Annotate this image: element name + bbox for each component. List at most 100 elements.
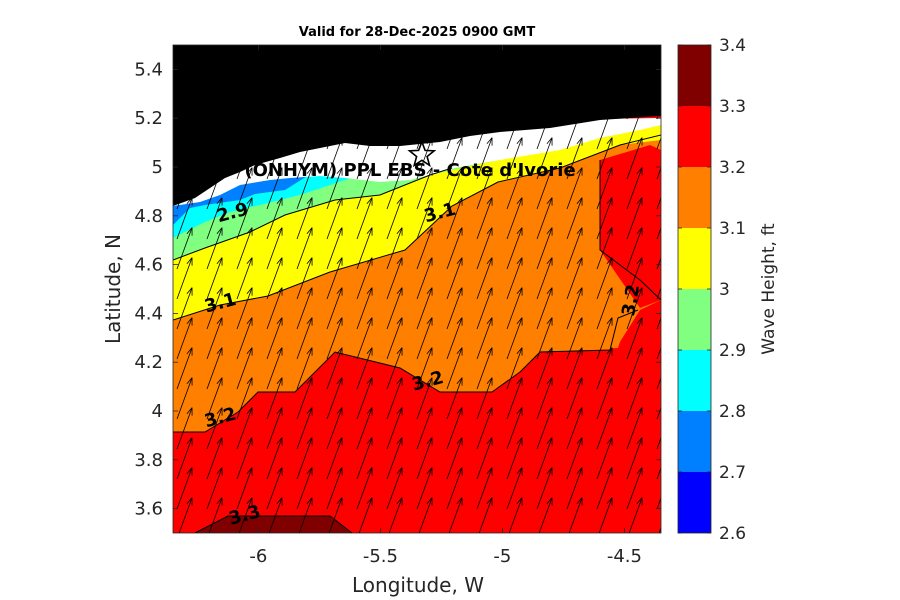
wind-arrow — [566, 257, 583, 300]
wind-arrow-head — [546, 347, 553, 355]
wind-arrow-head — [486, 437, 493, 445]
wind-arrow — [206, 377, 223, 420]
wind-arrow-head — [276, 227, 283, 235]
wind-arrow-head — [486, 227, 493, 235]
wind-arrow — [296, 167, 313, 210]
wind-arrow-head — [276, 197, 283, 205]
wind-arrow — [356, 107, 373, 150]
wind-arrow — [176, 137, 193, 180]
colorbar-segment — [678, 167, 711, 228]
wind-arrow-head — [606, 347, 613, 355]
wind-arrow-head — [576, 377, 583, 385]
wind-arrow-head — [426, 137, 433, 145]
wind-arrow-head — [396, 347, 403, 355]
wind-arrow — [476, 287, 493, 330]
wind-arrow — [206, 407, 223, 450]
wind-arrow — [416, 407, 433, 450]
wind-arrow — [476, 197, 493, 240]
wind-arrow-head — [606, 167, 613, 175]
wind-arrow-head — [516, 107, 523, 115]
wind-arrow — [266, 467, 283, 510]
wind-arrow — [176, 437, 193, 480]
wind-arrow — [266, 107, 283, 150]
wind-arrow — [356, 437, 373, 480]
wind-arrow-head — [336, 257, 343, 265]
wind-arrow-head — [366, 167, 373, 175]
wind-arrow — [448, 497, 463, 533]
wind-arrow-head — [246, 77, 253, 85]
wind-arrow — [236, 377, 253, 420]
wind-arrow-head — [546, 107, 553, 115]
wind-arrow — [236, 467, 253, 510]
wind-arrow — [538, 497, 553, 533]
wind-arrow-head — [336, 497, 343, 505]
wind-arrow-head — [516, 167, 523, 175]
wind-arrow-head — [336, 227, 343, 235]
wind-arrow-head — [516, 497, 523, 505]
wind-arrow — [626, 137, 643, 180]
wind-arrow — [236, 287, 253, 330]
wind-arrow — [296, 467, 313, 510]
wind-arrow — [596, 347, 613, 390]
wind-arrow-head — [456, 107, 463, 115]
wind-arrow — [296, 437, 313, 480]
wind-arrow — [628, 497, 643, 533]
wind-arrow-head — [216, 197, 223, 205]
wind-arrow-head — [667, 408, 672, 414]
wind-arrow-head — [426, 467, 433, 475]
wind-arrow — [566, 377, 583, 420]
colorbar-tick-label: 3.4 — [719, 36, 746, 56]
wind-arrow-head — [306, 437, 313, 445]
wind-arrow-head — [246, 107, 253, 115]
wind-arrow-head — [667, 498, 672, 504]
wind-arrow-head — [186, 287, 193, 295]
wind-arrow-head — [546, 137, 553, 145]
wind-arrow-head — [186, 347, 193, 355]
wind-arrow — [536, 137, 553, 180]
wind-arrow-head — [546, 287, 553, 295]
wind-arrow-head — [606, 197, 613, 205]
wind-arrow — [356, 137, 373, 180]
wind-arrow — [266, 77, 283, 120]
wind-arrow-head — [396, 257, 403, 265]
wind-arrow — [446, 437, 463, 480]
wind-arrow — [536, 77, 553, 120]
wind-arrow — [446, 317, 463, 360]
wind-arrow — [656, 286, 661, 300]
wind-arrow-head — [216, 347, 223, 355]
wind-arrow — [568, 497, 583, 533]
wind-arrow-head — [276, 437, 283, 445]
wind-arrow-head — [667, 378, 672, 384]
wind-arrow — [176, 317, 193, 360]
x-tick-label: -5 — [493, 546, 511, 567]
wind-arrow-head — [486, 317, 493, 325]
wind-arrow — [356, 257, 373, 300]
wind-arrow-head — [576, 227, 583, 235]
wind-arrow — [626, 437, 643, 480]
wind-arrow — [236, 107, 253, 150]
wind-arrow — [596, 77, 613, 120]
wind-arrow-head — [246, 167, 253, 175]
wind-arrow — [236, 437, 253, 480]
wind-arrow — [626, 467, 643, 510]
wind-arrow-head — [576, 197, 583, 205]
wind-arrow-head — [216, 407, 223, 415]
wind-arrow-head — [216, 377, 223, 385]
wind-arrow-head — [636, 437, 643, 445]
wind-arrow — [206, 77, 223, 120]
wind-arrow — [656, 166, 661, 180]
wind-arrow-head — [456, 227, 463, 235]
wind-arrow — [236, 137, 253, 180]
wind-arrow — [206, 197, 223, 240]
wind-arrow — [506, 407, 523, 450]
y-tick-label: 4.8 — [134, 206, 163, 227]
wind-arrow — [446, 347, 463, 390]
wind-arrow-head — [516, 287, 523, 295]
wind-arrow — [476, 317, 493, 360]
wind-arrow — [536, 347, 553, 390]
wind-arrow-head — [456, 137, 463, 145]
wind-arrow — [356, 317, 373, 360]
wind-arrow — [506, 167, 523, 210]
wind-arrow — [506, 347, 523, 390]
wind-arrow — [418, 497, 433, 533]
